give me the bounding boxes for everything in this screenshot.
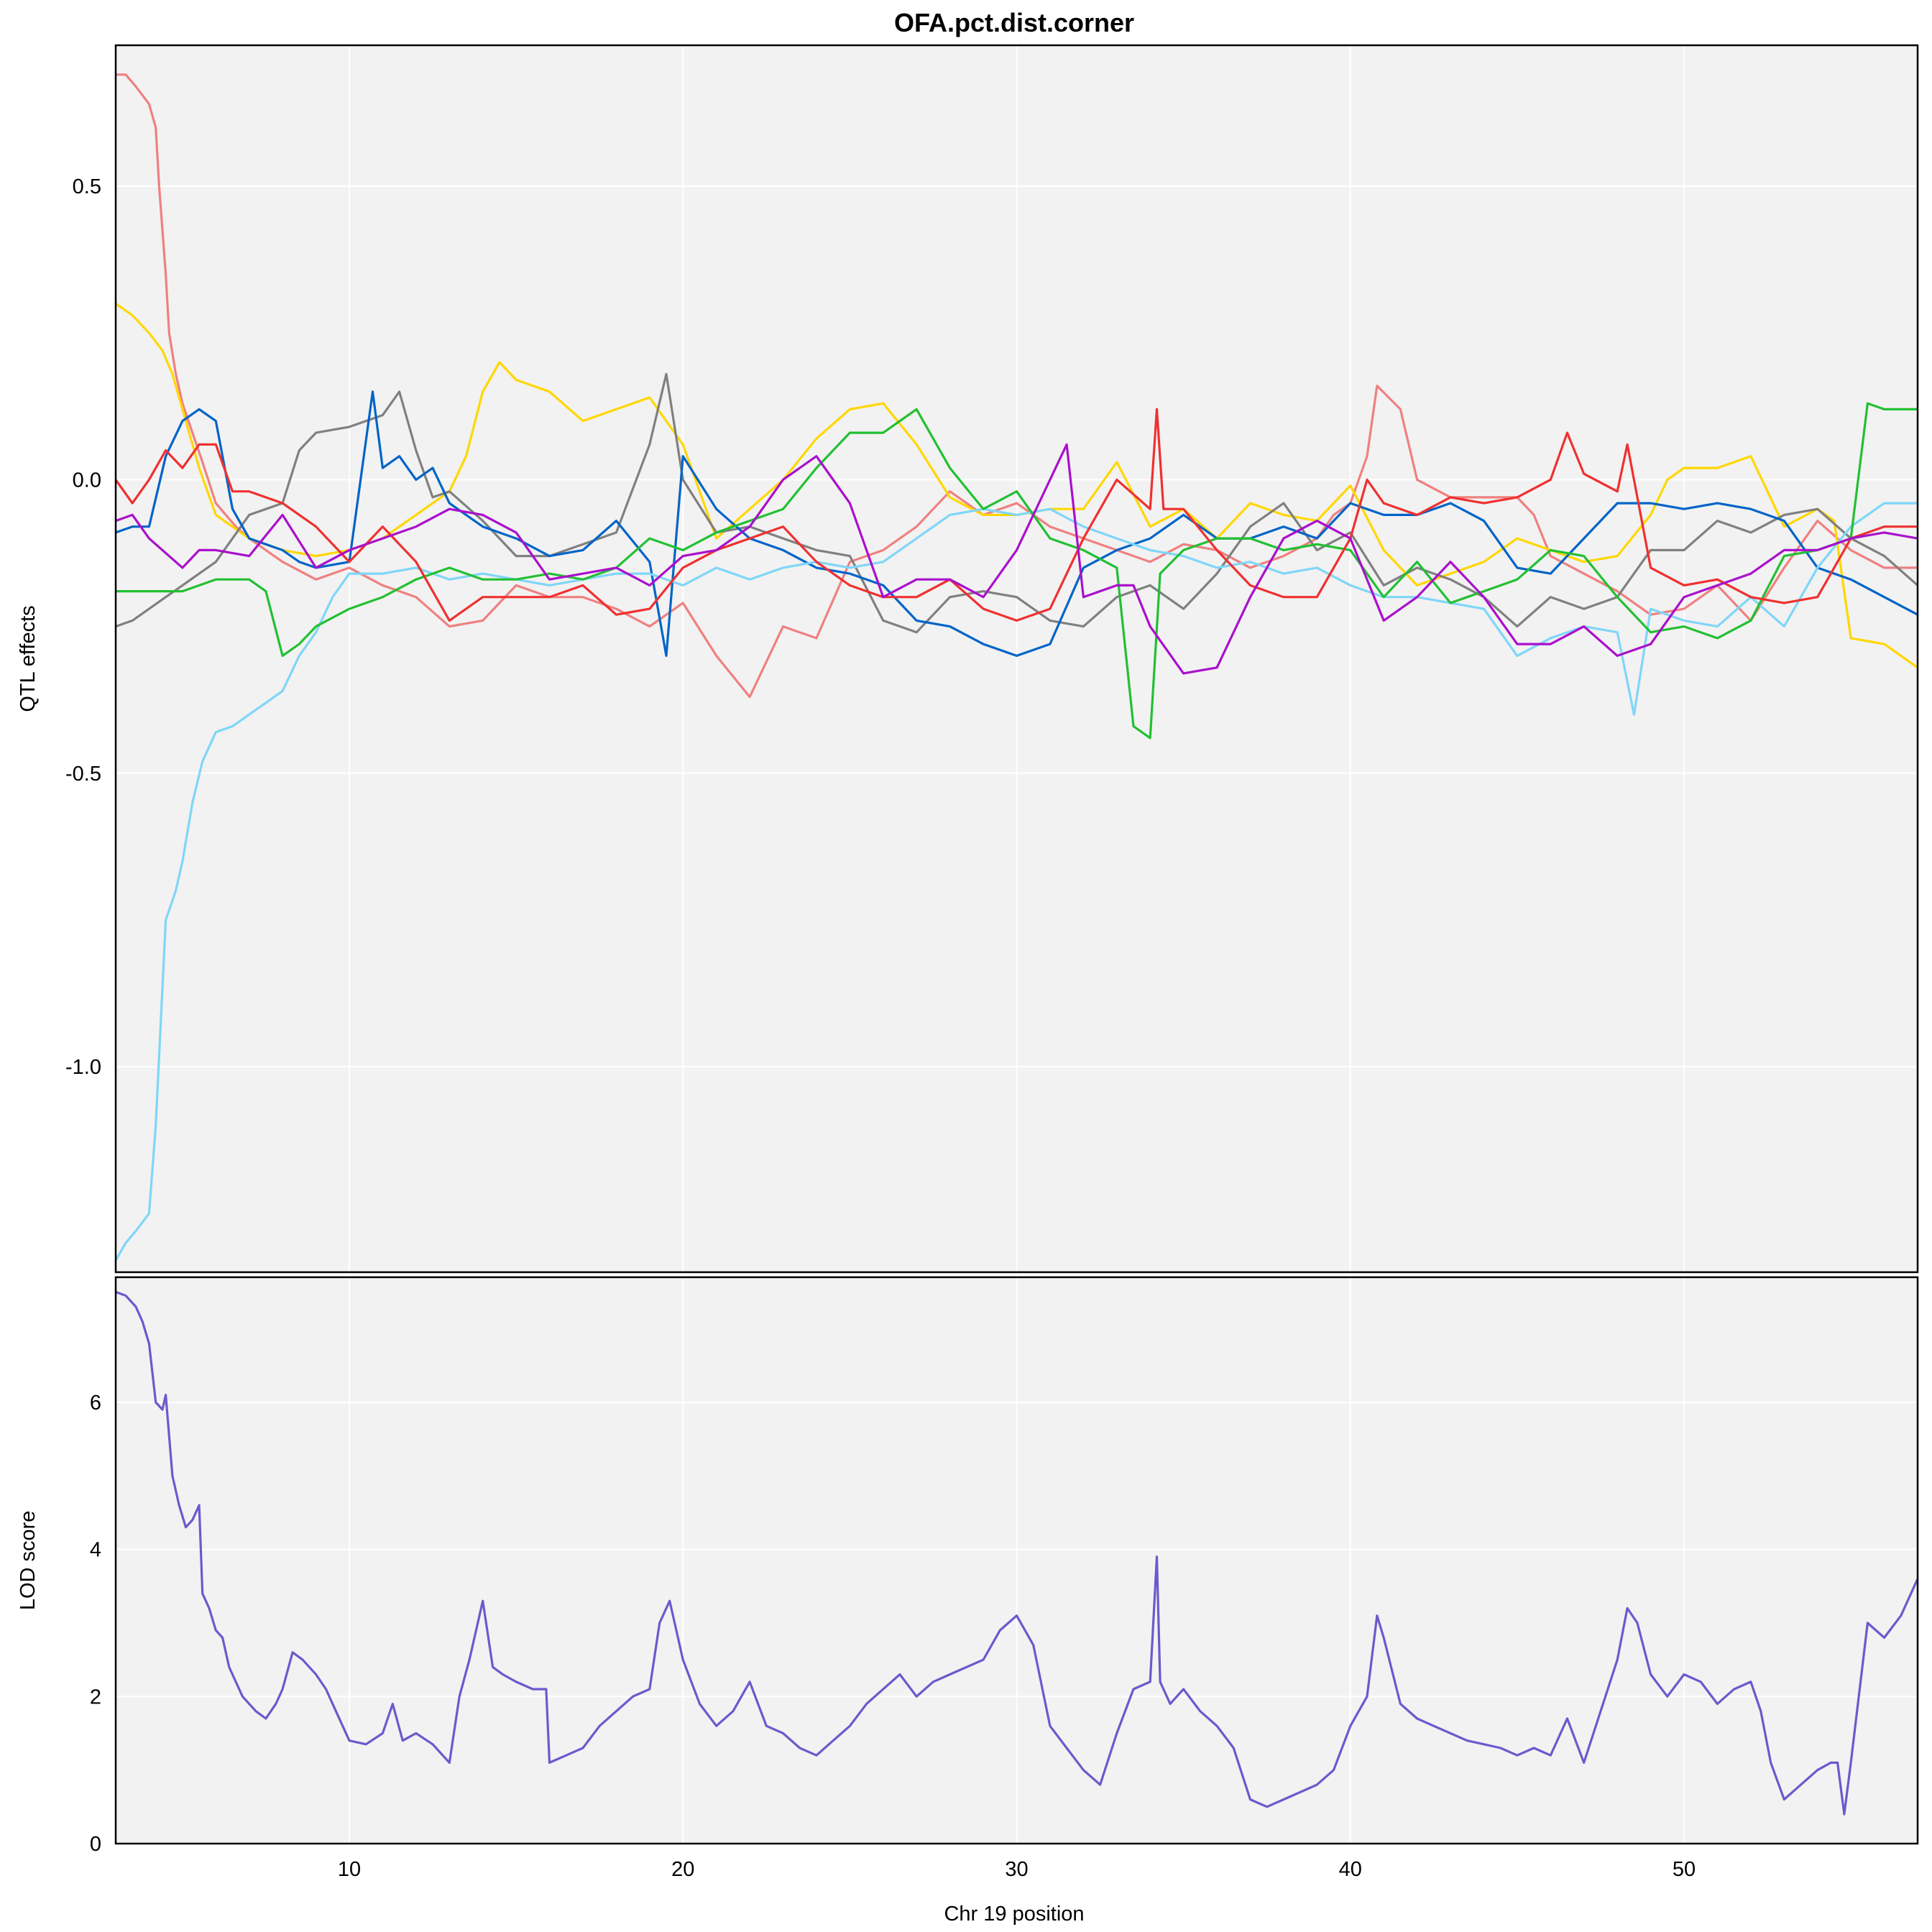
x-tick-label: 50 [1673,1858,1696,1881]
y-tick-label: 4 [90,1539,101,1562]
x-axis-label: Chr 19 position [944,1903,1084,1926]
effects-y-axis-label: QTL effects [17,605,40,712]
lod-series-line-1 [115,1290,1919,1816]
y-tick-label: 6 [90,1392,101,1414]
effect-series-line-3 [115,372,1919,634]
y-tick-label: -0.5 [65,763,101,786]
effect-series-line-1 [116,73,1918,699]
y-tick-label: 0.5 [73,175,101,198]
lod-panel: 0 2 4 6 10 20 30 40 50 LOD score Chr 19 positio… [17,1276,1919,1926]
y-tick-label: -1.0 [65,1056,101,1079]
x-tick-label: 40 [1339,1858,1362,1881]
y-tick-label: 2 [90,1685,101,1708]
lod-x-tick-labels: 10 20 30 40 50 [338,1858,1696,1881]
lod-y-axis-label: LOD score [17,1511,40,1611]
effect-series-line-4 [115,390,1918,657]
chart-title: OFA.pct.dist.corner [894,8,1134,37]
lod-y-tick-labels: 0 2 4 6 [90,1392,101,1856]
effects-series [114,73,1919,1261]
effect-series-line-8 [115,443,1918,675]
lod-series [115,1290,1919,1816]
effect-series-line-7 [114,408,1918,622]
x-tick-label: 10 [338,1858,361,1881]
effect-series-line-2 [115,303,1918,669]
effects-y-tick-labels: 0.5 0.0 -0.5 -1.0 [65,175,101,1079]
effects-gridlines [116,45,1918,1272]
y-tick-label: 0.0 [73,469,101,492]
effects-panel: 0.5 0.0 -0.5 -1.0 QTL effects [17,44,1919,1274]
effects-plot-frame [114,44,1919,1274]
y-tick-label: 0 [90,1833,101,1856]
x-tick-label: 20 [671,1858,694,1881]
x-tick-label: 30 [1005,1858,1028,1881]
lod-plot-frame [114,1276,1919,1845]
